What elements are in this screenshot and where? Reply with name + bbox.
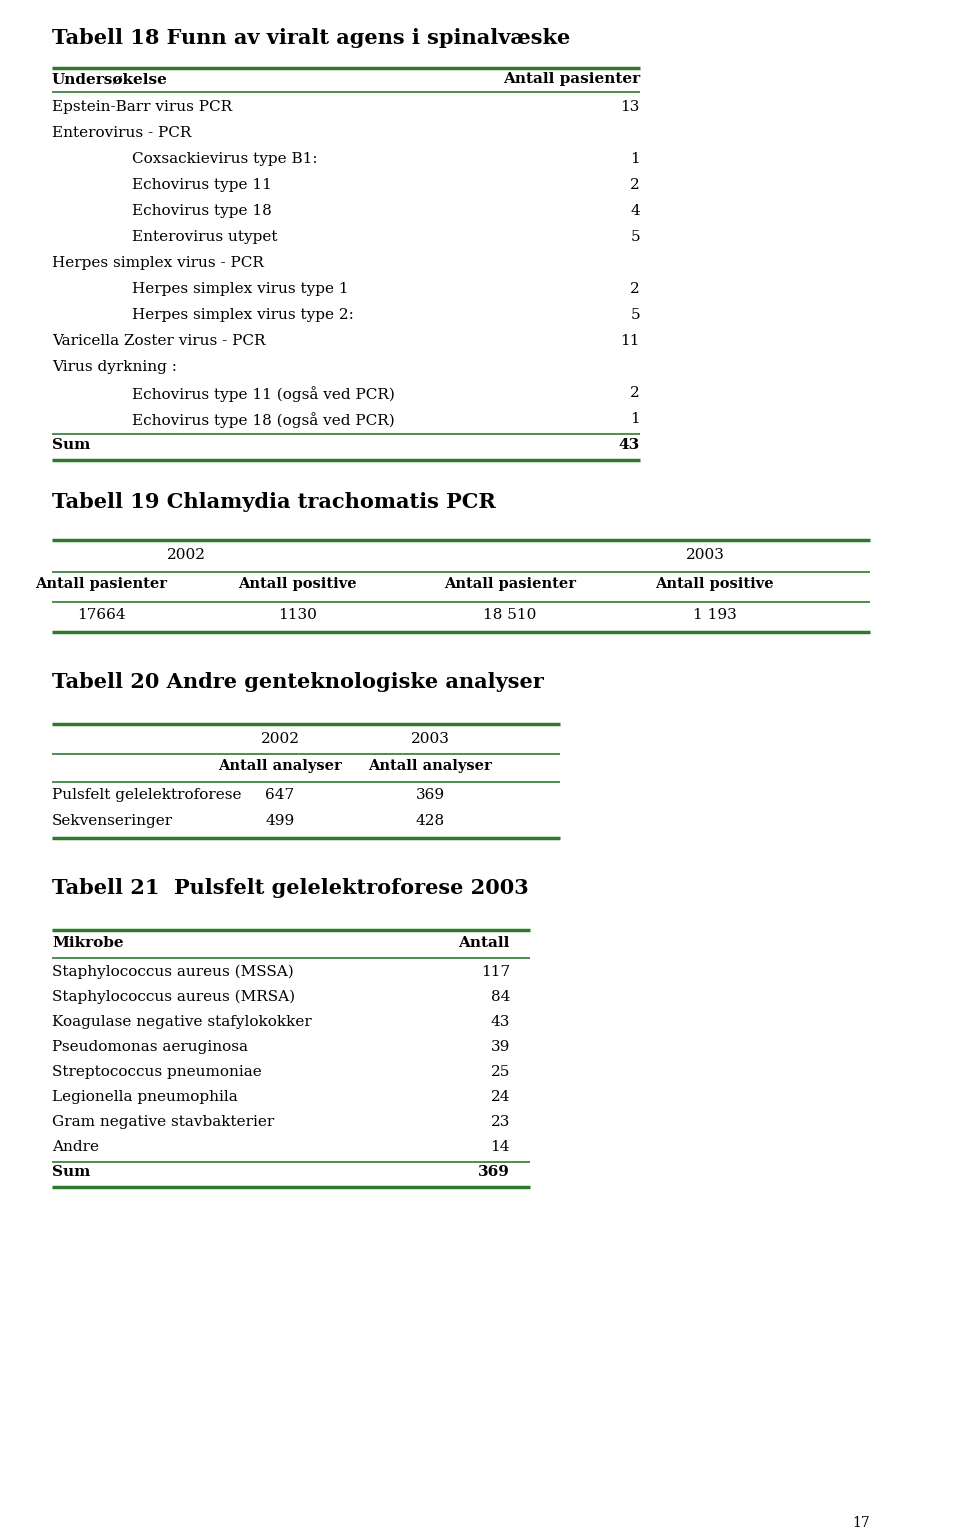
- Text: 117: 117: [481, 965, 510, 979]
- Text: 1 193: 1 193: [693, 607, 736, 621]
- Text: 23: 23: [491, 1115, 510, 1129]
- Text: 2002: 2002: [260, 732, 300, 746]
- Text: 24: 24: [491, 1091, 510, 1104]
- Text: 39: 39: [491, 1040, 510, 1054]
- Text: Antall pasienter: Antall pasienter: [444, 577, 576, 591]
- Text: 5: 5: [631, 230, 640, 244]
- Text: Antall analyser: Antall analyser: [368, 759, 492, 773]
- Text: Undersøkelse: Undersøkelse: [52, 72, 168, 86]
- Text: 17: 17: [852, 1516, 870, 1529]
- Text: 369: 369: [478, 1164, 510, 1180]
- Text: Tabell 18 Funn av viralt agens i spinalvæske: Tabell 18 Funn av viralt agens i spinalv…: [52, 28, 570, 48]
- Text: 43: 43: [619, 439, 640, 453]
- Text: Sum: Sum: [52, 1164, 90, 1180]
- Text: 1: 1: [631, 413, 640, 426]
- Text: Streptococcus pneumoniae: Streptococcus pneumoniae: [52, 1065, 262, 1078]
- Text: Varicella Zoster virus - PCR: Varicella Zoster virus - PCR: [52, 334, 266, 348]
- Text: Epstein-Barr virus PCR: Epstein-Barr virus PCR: [52, 100, 232, 114]
- Text: 1: 1: [631, 152, 640, 166]
- Text: 428: 428: [416, 815, 444, 828]
- Text: Antall: Antall: [459, 936, 510, 950]
- Text: 14: 14: [491, 1140, 510, 1154]
- Text: Echovirus type 18 (også ved PCR): Echovirus type 18 (også ved PCR): [132, 413, 395, 428]
- Text: Sum: Sum: [52, 439, 90, 453]
- Text: 17664: 17664: [77, 607, 126, 621]
- Text: Herpes simplex virus - PCR: Herpes simplex virus - PCR: [52, 256, 264, 270]
- Text: 2: 2: [631, 282, 640, 296]
- Text: Staphylococcus aureus (MRSA): Staphylococcus aureus (MRSA): [52, 989, 295, 1005]
- Text: Antall pasienter: Antall pasienter: [503, 72, 640, 86]
- Text: Virus dyrkning :: Virus dyrkning :: [52, 360, 177, 374]
- Text: 499: 499: [265, 815, 295, 828]
- Text: Tabell 21  Pulsfelt gelelektroforese 2003: Tabell 21 Pulsfelt gelelektroforese 2003: [52, 877, 529, 897]
- Text: Enterovirus - PCR: Enterovirus - PCR: [52, 126, 191, 140]
- Text: Andre: Andre: [52, 1140, 99, 1154]
- Text: Echovirus type 11: Echovirus type 11: [132, 178, 272, 192]
- Text: 2002: 2002: [166, 548, 205, 561]
- Text: Mikrobe: Mikrobe: [52, 936, 124, 950]
- Text: Herpes simplex virus type 2:: Herpes simplex virus type 2:: [132, 308, 354, 322]
- Text: Tabell 19 Chlamydia trachomatis PCR: Tabell 19 Chlamydia trachomatis PCR: [52, 492, 495, 512]
- Text: 84: 84: [491, 989, 510, 1003]
- Text: Antall positive: Antall positive: [656, 577, 774, 591]
- Text: 43: 43: [491, 1016, 510, 1029]
- Text: Coxsackievirus type B1:: Coxsackievirus type B1:: [132, 152, 318, 166]
- Text: 1130: 1130: [278, 607, 317, 621]
- Text: Antall positive: Antall positive: [238, 577, 357, 591]
- Text: Pulsfelt gelelektroforese: Pulsfelt gelelektroforese: [52, 788, 242, 802]
- Text: 2: 2: [631, 387, 640, 400]
- Text: 18 510: 18 510: [484, 607, 537, 621]
- Text: Pseudomonas aeruginosa: Pseudomonas aeruginosa: [52, 1040, 248, 1054]
- Text: 647: 647: [265, 788, 295, 802]
- Text: Sekvenseringer: Sekvenseringer: [52, 815, 173, 828]
- Text: 2003: 2003: [686, 548, 725, 561]
- Text: Enterovirus utypet: Enterovirus utypet: [132, 230, 277, 244]
- Text: Herpes simplex virus type 1: Herpes simplex virus type 1: [132, 282, 348, 296]
- Text: Legionella pneumophila: Legionella pneumophila: [52, 1091, 238, 1104]
- Text: Gram negative stavbakterier: Gram negative stavbakterier: [52, 1115, 275, 1129]
- Text: Tabell 20 Andre genteknologiske analyser: Tabell 20 Andre genteknologiske analyser: [52, 672, 543, 692]
- Text: Antall pasienter: Antall pasienter: [36, 577, 167, 591]
- Text: 25: 25: [491, 1065, 510, 1078]
- Text: 4: 4: [631, 204, 640, 218]
- Text: 2003: 2003: [411, 732, 449, 746]
- Text: Antall analyser: Antall analyser: [218, 759, 342, 773]
- Text: Echovirus type 11 (også ved PCR): Echovirus type 11 (også ved PCR): [132, 387, 395, 402]
- Text: 5: 5: [631, 308, 640, 322]
- Text: 11: 11: [620, 334, 640, 348]
- Text: 369: 369: [416, 788, 444, 802]
- Text: Staphylococcus aureus (MSSA): Staphylococcus aureus (MSSA): [52, 965, 294, 979]
- Text: Koagulase negative stafylokokker: Koagulase negative stafylokokker: [52, 1016, 312, 1029]
- Text: 13: 13: [620, 100, 640, 114]
- Text: Echovirus type 18: Echovirus type 18: [132, 204, 272, 218]
- Text: 2: 2: [631, 178, 640, 192]
